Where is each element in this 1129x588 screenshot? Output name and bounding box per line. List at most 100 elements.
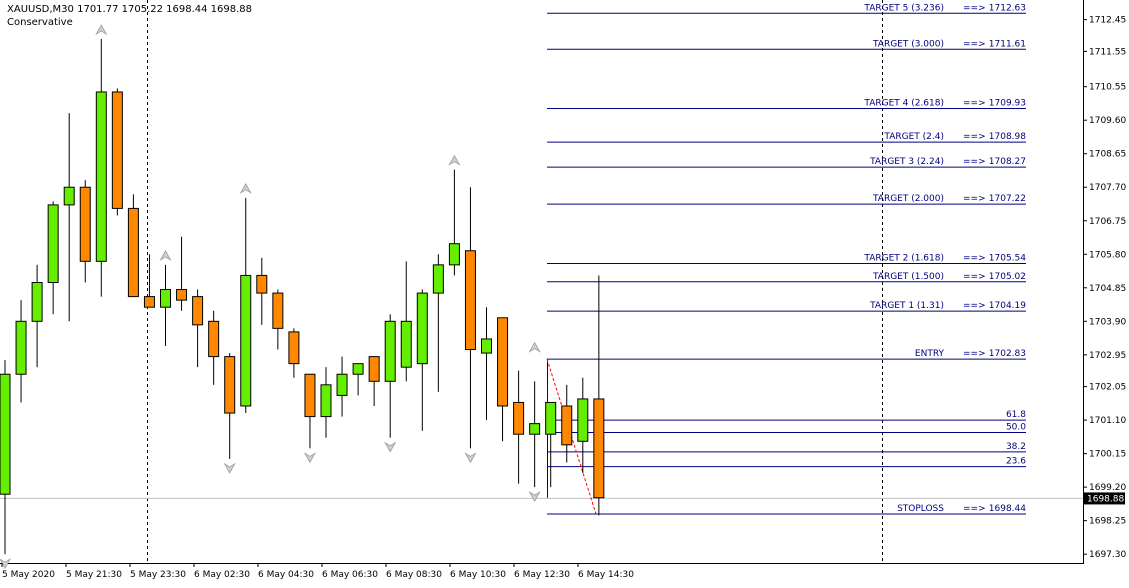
bear-candle: [176, 289, 188, 301]
bull-candle: [63, 186, 75, 206]
bear-candle: [304, 373, 316, 418]
bull-candle: [15, 320, 27, 375]
level-price: 1702.83: [989, 349, 1026, 359]
fractal-down-icon: [303, 452, 317, 464]
level-arrow: ==>: [963, 157, 986, 167]
fractal-up-icon: [448, 154, 461, 166]
bear-candle: [288, 331, 300, 365]
level-label: STOPLOSS: [897, 504, 944, 514]
level-label: TARGET 2 (1.618): [863, 253, 944, 263]
bull-candle: [416, 292, 428, 365]
level-price: 1704.19: [989, 301, 1026, 311]
level-arrow: ==>: [963, 39, 986, 49]
price-tick-label: 1702.95: [1089, 351, 1126, 361]
level-arrow: ==>: [963, 349, 986, 359]
price-tick-label: 1697.30: [1089, 550, 1126, 560]
bear-candle: [256, 274, 268, 294]
price-tick-label: 1702.05: [1089, 383, 1126, 393]
price-tick-label: 1701.10: [1089, 416, 1126, 426]
time-label: 5 May 21:30: [66, 570, 122, 580]
level-arrow: ==>: [963, 99, 986, 109]
level-price: 1709.93: [989, 99, 1026, 109]
bull-candle: [400, 320, 412, 368]
time-label: 6 May 12:30: [514, 570, 570, 580]
bear-candle: [224, 356, 236, 414]
price-tick-label: 1703.90: [1089, 317, 1126, 327]
bull-candle: [160, 289, 171, 308]
level-price: 1711.61: [989, 39, 1026, 49]
level-price: 1712.63: [989, 3, 1026, 13]
bull-candle: [0, 373, 11, 495]
bull-candle: [95, 91, 107, 262]
vertical-dashed-lines: [0, 0, 1083, 563]
current-price-value: 1698.88: [1087, 494, 1124, 504]
level-price: 1708.98: [989, 132, 1026, 142]
price-tick-label: 1700.15: [1089, 450, 1126, 460]
bull-candle: [240, 274, 252, 407]
bear-candle: [561, 405, 573, 446]
level-arrow: ==>: [963, 504, 986, 514]
level-label: TARGET (2.000): [872, 194, 944, 204]
fractal-up-icon: [239, 182, 252, 194]
level-price: 1707.22: [989, 194, 1026, 204]
candles[interactable]: [0, 39, 605, 555]
fractal-up-icon: [95, 24, 108, 36]
bull-candle: [31, 282, 43, 322]
time-label: 6 May 06:30: [322, 570, 378, 580]
price-tick-label: 1705.80: [1089, 250, 1126, 260]
time-label: 6 May 14:30: [578, 570, 634, 580]
time-axis[interactable]: 5 May 2020 5 May 21:30 5 May 23:30 6 May 02…: [1, 563, 634, 580]
fractal-down-icon: [528, 491, 541, 502]
level-label: TARGET 4 (2.618): [863, 99, 944, 109]
bull-candle: [320, 384, 332, 418]
bear-candle: [143, 296, 155, 308]
price-tick-label: 1704.85: [1089, 284, 1126, 294]
bear-candle: [111, 91, 123, 209]
bull-candle: [448, 243, 460, 266]
price-tick-label: 1699.20: [1089, 483, 1126, 493]
bull-candle: [432, 264, 444, 294]
bear-candle: [208, 320, 220, 358]
fractal-down-icon: [0, 558, 12, 570]
level-label: TARGET 1 (1.31): [869, 301, 944, 311]
price-axis[interactable]: 1712.45 1711.55 1710.55 1709.60 1708.65 1707.…: [1083, 16, 1126, 561]
time-label: 6 May 10:30: [450, 570, 506, 580]
time-label: 6 May 04:30: [258, 570, 314, 580]
level-price: 1705.02: [989, 272, 1026, 282]
bear-candle: [79, 186, 91, 262]
bull-candle: [384, 320, 396, 382]
level-arrow: ==>: [963, 194, 986, 204]
level-label: TARGET 3 (2.24): [869, 157, 944, 167]
price-tick-label: 1706.75: [1089, 217, 1126, 227]
bull-candle: [336, 373, 348, 396]
fractal-down-icon: [223, 462, 236, 474]
current-price-tag: [1084, 492, 1125, 505]
price-tick-label: 1707.70: [1089, 183, 1126, 193]
price-tick-label: 1698.25: [1089, 517, 1126, 527]
level-label: ENTRY: [915, 349, 945, 359]
bear-candle: [127, 207, 139, 298]
bull-candle: [577, 398, 589, 442]
fib-label: 38.2: [1006, 442, 1026, 452]
level-label: TARGET (2.4): [883, 132, 944, 142]
price-tick-label: 1709.60: [1089, 116, 1126, 126]
fractal-up-icon: [159, 250, 172, 261]
fib-label: 61.8: [1006, 410, 1026, 420]
price-tick-label: 1708.65: [1089, 150, 1126, 160]
level-arrow: ==>: [963, 3, 986, 13]
time-label: 6 May 08:30: [386, 570, 442, 580]
bear-candle: [593, 398, 605, 499]
level-label: TARGET (1.500): [872, 272, 944, 282]
bear-candle: [192, 296, 204, 326]
price-tick-label: 1711.55: [1089, 47, 1126, 57]
level-arrow: ==>: [963, 132, 986, 142]
fib-label: 50.0: [1006, 422, 1026, 432]
symbol-info: XAUUSD,M30 1701.77 1705.22 1698.44 1698.…: [7, 4, 253, 15]
bear-candle: [497, 317, 509, 407]
level-arrow: ==>: [963, 272, 986, 282]
fractal-up-icon: [528, 341, 541, 353]
bear-candle: [513, 401, 525, 435]
